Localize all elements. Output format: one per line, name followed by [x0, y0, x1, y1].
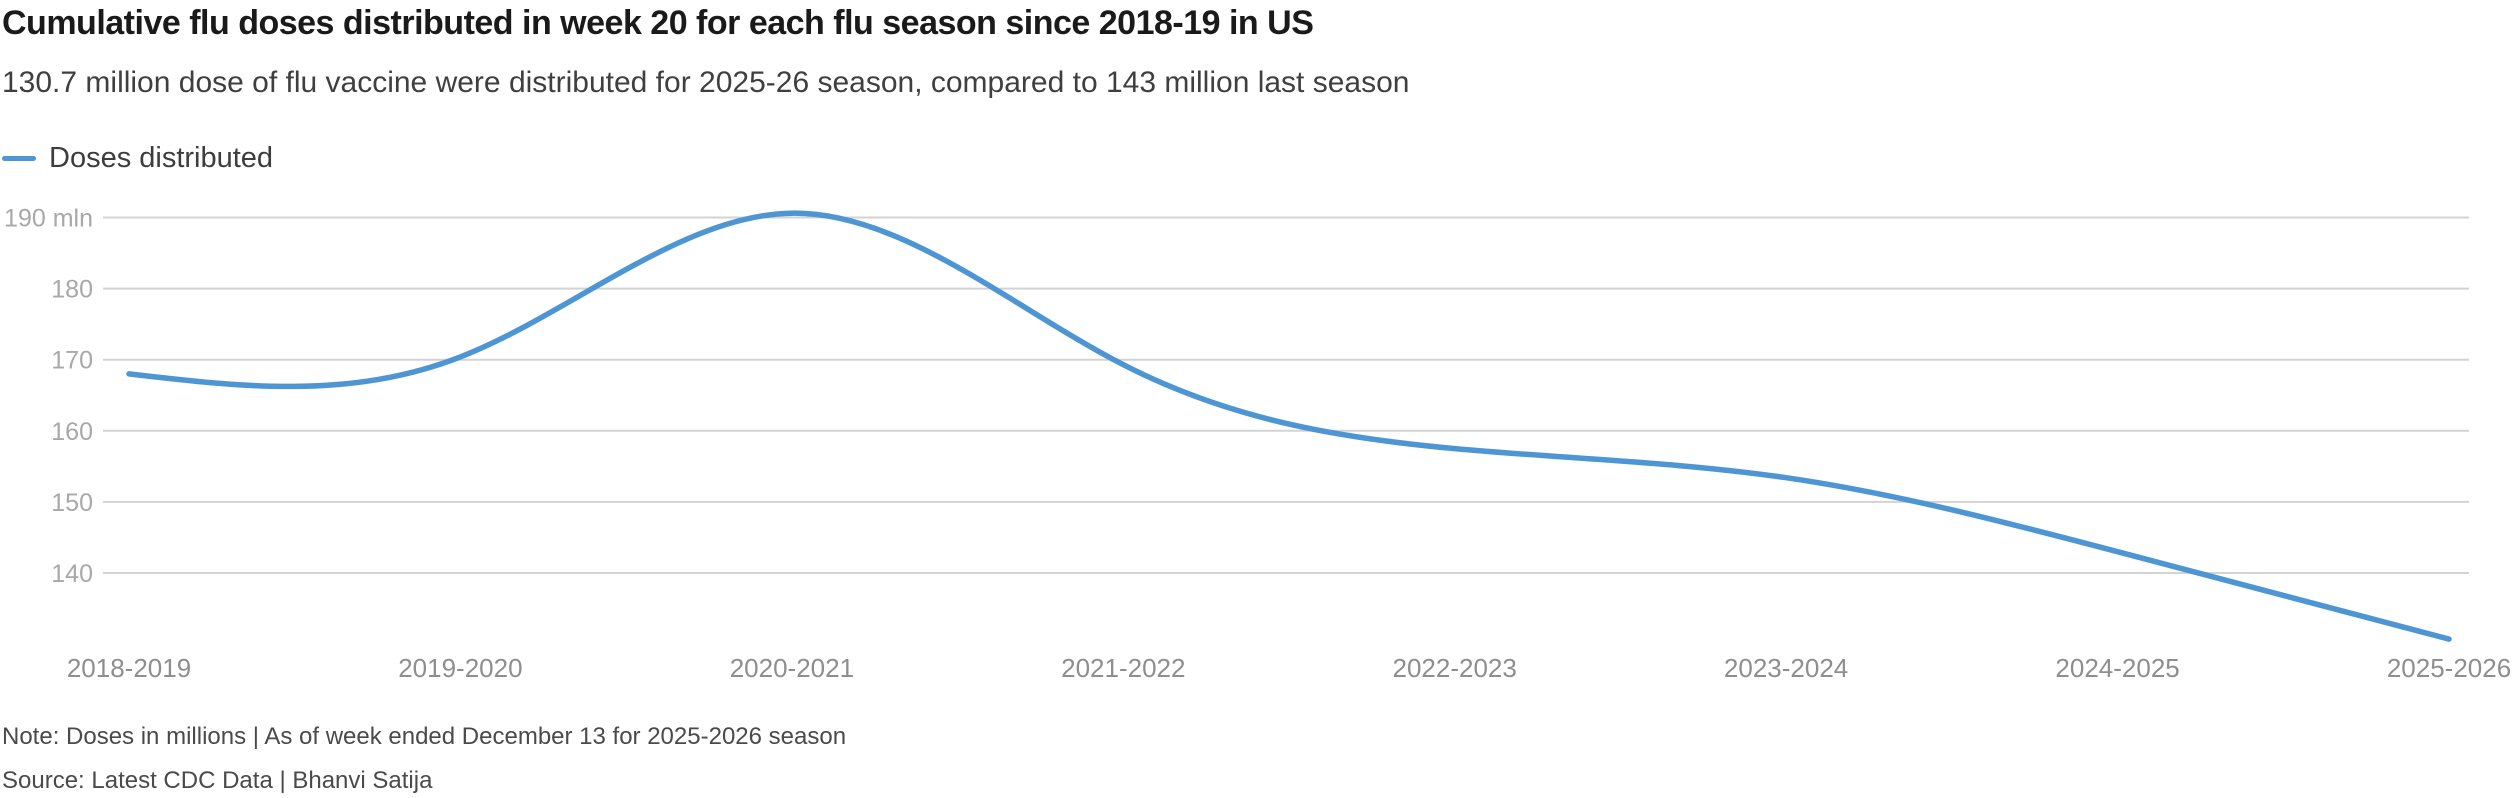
doses-distributed-line — [126, 210, 2452, 642]
chart-subtitle: 130.7 million dose of flu vaccine were d… — [2, 66, 1410, 99]
y-axis-tick-label: 160 — [51, 418, 93, 446]
y-axis-tick-label: 190 mln — [4, 205, 93, 233]
y-axis-tick-label: 140 — [51, 560, 93, 588]
chart-note: Note: Doses in millions | As of week end… — [2, 723, 847, 750]
x-axis-tick-label: 2024-2025 — [2055, 653, 2179, 683]
y-axis-tick-label: 180 — [51, 276, 93, 304]
y-axis-tick-label: 150 — [51, 489, 93, 517]
legend-item-label: Doses distributed — [49, 141, 274, 174]
x-axis-tick-label: 2020-2021 — [730, 653, 854, 683]
chart-title: Cumulative flu doses distributed in week… — [2, 4, 1314, 42]
legend-line-swatch-icon — [2, 155, 36, 161]
chart-source: Source: Latest CDC Data | Bhanvi Satija — [2, 767, 433, 794]
x-axis-tick-label: 2019-2020 — [398, 653, 522, 683]
y-axis-tick-label: 170 — [51, 347, 93, 375]
x-axis-tick-label: 2022-2023 — [1393, 653, 1517, 683]
x-axis-tick-label: 2021-2022 — [1061, 653, 1185, 683]
x-axis-tick-label: 2018-2019 — [67, 653, 191, 683]
x-axis-tick-label: 2025-2026 — [2387, 653, 2511, 683]
x-axis-tick-label: 2023-2024 — [1724, 653, 1848, 683]
legend: Doses distributed — [2, 142, 273, 174]
